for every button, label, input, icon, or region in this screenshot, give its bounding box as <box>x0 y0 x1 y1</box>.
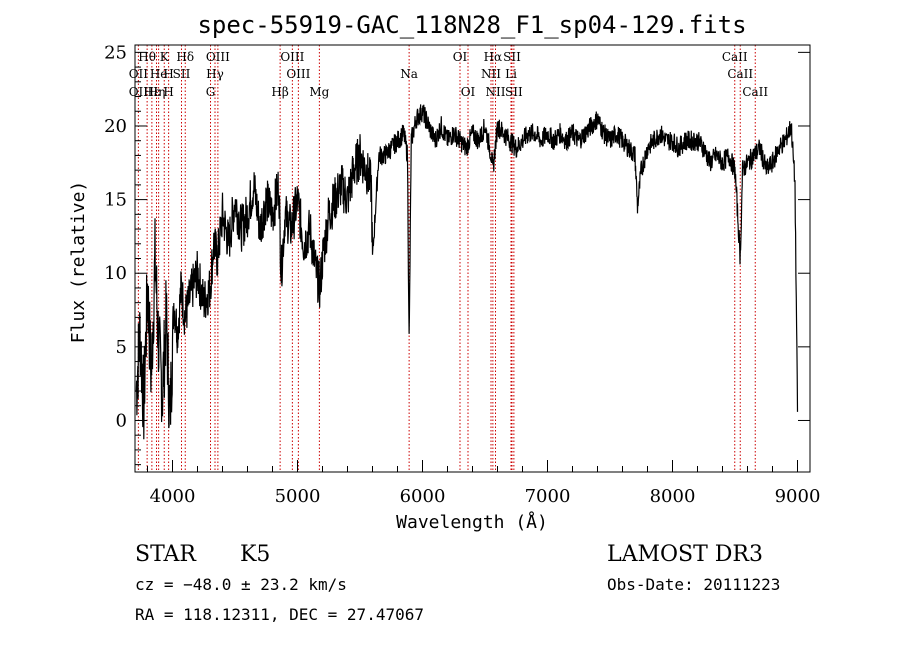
marker-label: He <box>150 67 168 81</box>
y-axis-ticks: 0 5 10 15 20 25 <box>104 42 810 466</box>
coordinates-text: RA = 118.12311, DEC = 27.47067 <box>135 605 424 624</box>
marker-label: SII <box>505 85 523 99</box>
x-tick-label-4000: 4000 <box>150 486 196 507</box>
x-tick-label-7000: 7000 <box>525 486 571 507</box>
marker-label: Li <box>505 67 517 81</box>
marker-label: OI <box>453 50 468 64</box>
y-tick-label-15: 15 <box>104 190 127 211</box>
survey-name: LAMOST DR3 <box>607 542 763 567</box>
x-axis-ticks: 4000 5000 6000 7000 8000 9000 <box>147 460 821 507</box>
observation-date: Obs-Date: 20111223 <box>607 575 780 594</box>
x-axis-label: Wavelength (Å) <box>396 511 548 533</box>
plot-frame <box>134 44 811 473</box>
marker-label: Hβ <box>271 85 288 99</box>
marker-label: SII <box>173 67 191 81</box>
marker-label: CaII <box>742 85 768 99</box>
marker-label: OIII <box>280 50 304 64</box>
marker-label: OI <box>461 85 476 99</box>
x-tick-label-5000: 5000 <box>275 486 321 507</box>
marker-label: H <box>163 67 173 81</box>
y-tick-label-5: 5 <box>116 337 127 358</box>
x-tick-label-8000: 8000 <box>650 486 696 507</box>
marker-label: Hε <box>144 85 161 99</box>
redshift-text: cz = −48.0 ± 23.2 km/s <box>135 575 347 594</box>
marker-label: OIII <box>206 50 230 64</box>
marker-label: G <box>206 85 216 99</box>
marker-label: CaII <box>727 67 753 81</box>
object-class: STAR <box>135 542 197 567</box>
x-tick-label-6000: 6000 <box>400 486 446 507</box>
chart-title: spec-55919-GAC_118N28_F1_sp04-129.fits <box>197 11 746 39</box>
marker-label: Hθ <box>138 50 156 64</box>
marker-label: OII <box>129 67 149 81</box>
marker-label: K <box>160 50 170 64</box>
y-tick-label-0: 0 <box>116 410 127 431</box>
marker-label: Hδ <box>176 50 194 64</box>
y-tick-label-20: 20 <box>104 116 127 137</box>
marker-label: NII <box>481 67 501 81</box>
object-subclass: K5 <box>240 542 270 567</box>
marker-label: Mg <box>309 85 329 99</box>
y-tick-label-25: 25 <box>104 42 127 63</box>
y-axis-label: Flux (relative) <box>68 181 89 344</box>
marker-label: Na <box>400 67 418 81</box>
marker-label: OII <box>129 85 149 99</box>
marker-label: H <box>163 85 173 99</box>
marker-label: SII <box>503 50 521 64</box>
marker-label: Hη <box>148 85 166 99</box>
x-tick-label-9000: 9000 <box>775 486 821 507</box>
line-markers <box>137 45 756 472</box>
marker-label: NII <box>486 85 506 99</box>
spectrum-line <box>135 104 799 440</box>
marker-label: CaII <box>722 50 748 64</box>
y-tick-label-10: 10 <box>104 263 127 284</box>
marker-label: Hα <box>484 50 503 64</box>
marker-label: Hγ <box>206 67 224 81</box>
marker-label: OIII <box>286 67 310 81</box>
